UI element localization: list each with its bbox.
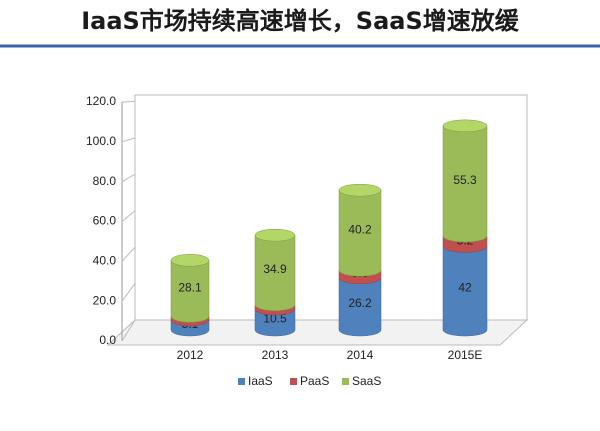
legend-label: SaaS <box>352 374 381 388</box>
bar-top <box>338 183 382 197</box>
x-tick-label: 2012 <box>177 348 204 362</box>
value-label: 28.1 <box>178 280 202 294</box>
bar-segment <box>442 125 488 243</box>
x-tick-label: 2013 <box>262 348 289 362</box>
value-label: 26.2 <box>348 296 372 310</box>
bar-segment <box>338 277 382 337</box>
y-tick-label: 100.0 <box>86 134 116 148</box>
y-tick-label: 80.0 <box>93 174 117 188</box>
tick-mark <box>121 100 136 103</box>
bar-top <box>254 228 296 242</box>
value-label: 40.2 <box>348 222 372 236</box>
value-label: 55.3 <box>453 173 477 187</box>
x-tick-label: 2014 <box>347 348 374 362</box>
tick-mark <box>121 173 136 183</box>
y-tick-label: 120.0 <box>86 94 116 108</box>
tick-mark <box>121 319 136 342</box>
tick-mark <box>121 210 136 222</box>
tick-mark <box>121 137 136 143</box>
y-tick-label: 60.0 <box>93 214 117 228</box>
y-tick-label: 0.0 <box>99 333 116 347</box>
y-tick-label: 20.0 <box>93 293 117 307</box>
value-label: 34.9 <box>263 262 287 276</box>
chart-title: IaaS市场持续高速增长，SaaS增速放缓 <box>81 7 520 35</box>
legend-label: IaaS <box>248 374 273 388</box>
bar-top <box>442 119 488 133</box>
value-label: 10.5 <box>263 312 287 326</box>
tick-mark <box>121 246 136 262</box>
legend-label: PaaS <box>300 374 329 388</box>
tick-mark <box>121 283 136 302</box>
bar-segment <box>170 260 210 323</box>
y-tick-label: 40.0 <box>93 254 117 268</box>
value-label: 42 <box>458 280 472 294</box>
legend-swatch <box>290 378 297 385</box>
legend-swatch <box>238 378 245 385</box>
bar-segment <box>442 246 488 337</box>
bar-segment <box>254 234 296 311</box>
bar-segment <box>338 189 382 277</box>
floor <box>106 319 529 346</box>
x-tick-label: 2015E <box>448 348 483 362</box>
legend-swatch <box>342 378 349 385</box>
bar-top <box>170 254 210 267</box>
bar-segment <box>254 308 296 337</box>
